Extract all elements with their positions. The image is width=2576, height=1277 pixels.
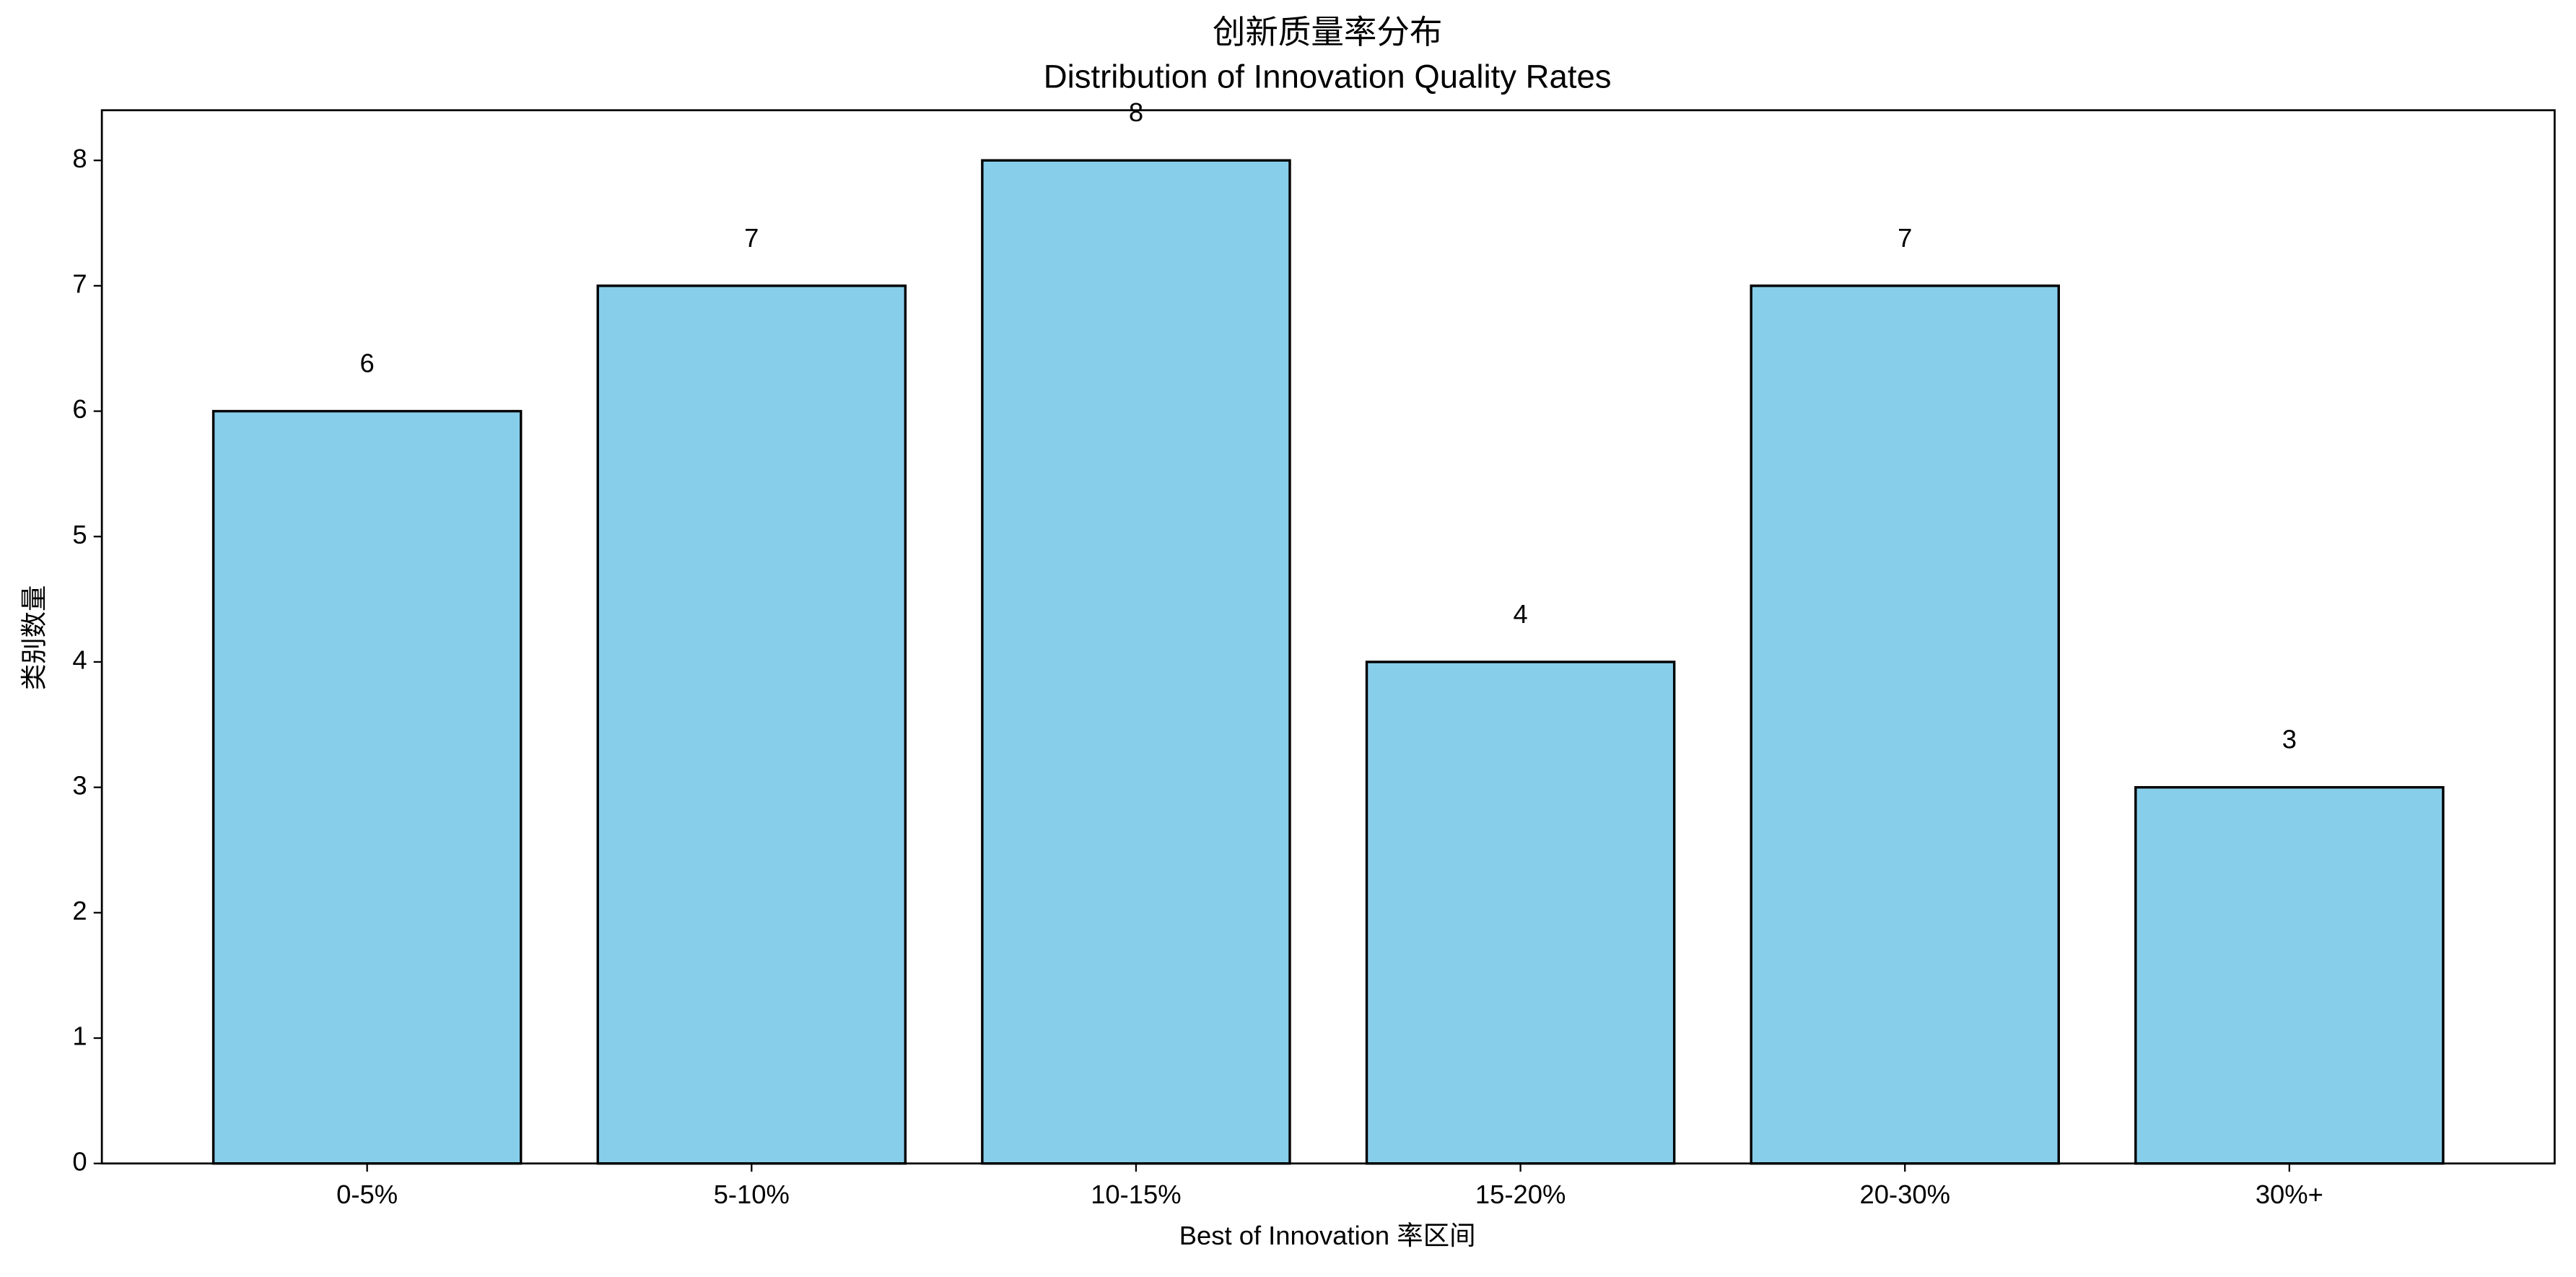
x-tick-label: 15-20% — [1475, 1180, 1566, 1209]
y-tick-label: 4 — [72, 645, 87, 675]
value-label: 8 — [1129, 97, 1143, 127]
value-label: 4 — [1513, 599, 1527, 629]
bar — [981, 159, 1291, 1165]
bar — [211, 409, 523, 1165]
value-label: 3 — [2282, 725, 2297, 754]
y-tick-label: 0 — [72, 1146, 87, 1176]
x-tick-label: 20-30% — [1859, 1180, 1950, 1209]
chart-title: 创新质量率分布 — [1213, 14, 1443, 51]
x-tick-label: 10-15% — [1091, 1180, 1181, 1209]
chart-subtitle: Distribution of Innovation Quality Rates — [1044, 58, 1612, 95]
plot-frame — [100, 109, 2556, 1165]
y-tick-label: 1 — [72, 1021, 87, 1051]
y-axis-label: 类别数量 — [19, 585, 49, 691]
x-tick-label: 0-5% — [336, 1180, 398, 1209]
value-label: 7 — [1898, 223, 1912, 253]
bar — [2134, 785, 2445, 1165]
bar — [1365, 661, 1676, 1165]
y-tick-label: 6 — [72, 394, 87, 424]
bar — [1750, 284, 2061, 1165]
x-axis-label: Best of Innovation 率区间 — [1179, 1221, 1476, 1250]
value-label: 7 — [744, 223, 759, 253]
x-tick-label: 5-10% — [714, 1180, 790, 1209]
y-tick-label: 5 — [72, 520, 87, 549]
bar — [596, 284, 907, 1165]
y-tick-label: 8 — [72, 144, 87, 173]
x-tick-label: 30%+ — [2256, 1180, 2323, 1209]
y-tick-label: 7 — [72, 269, 87, 299]
y-tick-label: 3 — [72, 770, 87, 800]
y-tick-label: 2 — [72, 896, 87, 925]
value-label: 6 — [360, 348, 375, 378]
